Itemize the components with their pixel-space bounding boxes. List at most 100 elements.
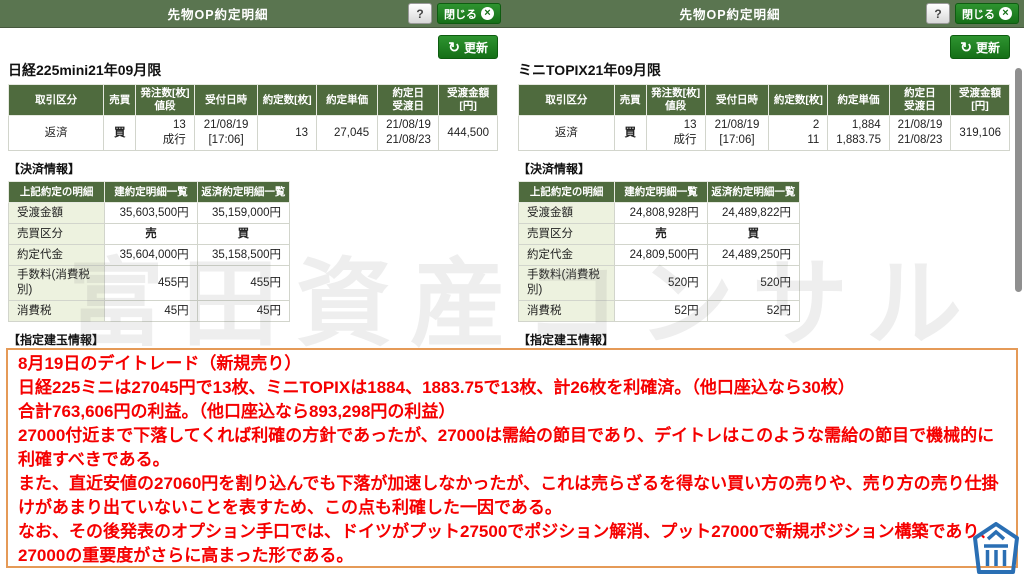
col-header: 上記約定の明細 <box>7 181 106 204</box>
settlement-row: 消費税 45円 45円 <box>7 300 291 323</box>
col-header: 受渡金額[円] <box>950 83 1010 117</box>
settlement-row: 受渡金額 35,603,500円 35,159,000円 <box>7 202 291 225</box>
cell-value: 24,489,822円 <box>706 202 801 225</box>
window-title: 先物OP約定明細 <box>167 8 269 22</box>
col-header: 受付日時 <box>704 83 770 117</box>
close-button-label: 閉じる <box>962 8 995 21</box>
cell-value: 45円 <box>196 300 291 323</box>
settlement-row: 受渡金額 24,808,928円 24,489,822円 <box>517 202 801 225</box>
row-label: 売買区分 <box>7 223 106 246</box>
cell-order-qty: 13 成行 <box>645 115 706 152</box>
cell-sell: 売 <box>104 223 198 246</box>
cell-value: 45円 <box>104 300 198 323</box>
col-header: 約定日 受渡日 <box>888 83 952 117</box>
col-header: 売買 <box>103 83 137 117</box>
cell-value: 24,808,928円 <box>614 202 708 225</box>
close-button-label: 閉じる <box>444 8 477 21</box>
help-button[interactable]: ? <box>926 3 950 24</box>
refresh-button-label: 更新 <box>975 40 1000 55</box>
position-section-label: 【指定建玉情報】 <box>8 333 105 348</box>
row-label: 受渡金額 <box>517 202 616 225</box>
cell-value: 520円 <box>614 265 708 302</box>
col-header: 発注数[枚] 値段 <box>135 83 195 117</box>
settlement-table: 上記約定の明細 建約定明細一覧 返済約定明細一覧 受渡金額 24,808,928… <box>517 181 801 323</box>
settlement-row: 約定代金 24,809,500円 24,489,250円 <box>517 244 801 267</box>
cell-trade-type: 返済 <box>7 115 105 152</box>
close-button[interactable]: 閉じる × <box>437 3 501 24</box>
col-header: 売買 <box>613 83 647 117</box>
row-label: 約定代金 <box>7 244 106 267</box>
trade-note: 8月19日のデイトレード（新規売り） 日経225ミニは27045円で13枚、ミニ… <box>6 348 1018 568</box>
settlement-row: 消費税 52円 52円 <box>517 300 801 323</box>
refresh-icon: ↻ <box>448 38 460 55</box>
window-title: 先物OP約定明細 <box>679 8 781 22</box>
col-header: 発注数[枚] 値段 <box>645 83 706 117</box>
position-section-label: 【指定建玉情報】 <box>518 333 615 348</box>
note-line: 日経225ミニは27045円で13枚、ミニTOPIXは1884、1883.75で… <box>18 378 855 397</box>
col-header: 建約定明細一覧 <box>104 181 198 204</box>
settlement-section-label: 【決済情報】 <box>8 162 81 177</box>
cell-value: 455円 <box>196 265 291 302</box>
cell-exec-date: 21/08/19 21/08/23 <box>888 115 952 152</box>
order-table-header: 取引区分 売買 発注数[枚] 値段 受付日時 約定数[枚] 約定単価 約定日 受… <box>7 83 498 117</box>
row-label: 受渡金額 <box>7 202 106 225</box>
refresh-button[interactable]: ↻ 更新 <box>950 35 1010 59</box>
refresh-button[interactable]: ↻ 更新 <box>438 35 498 59</box>
col-header: 約定日 受渡日 <box>377 83 440 117</box>
cell-buy: 買 <box>196 223 291 246</box>
col-header: 上記約定の明細 <box>517 181 616 204</box>
col-header: 受渡金額[円] <box>438 83 498 117</box>
settlement-row: 手数料(消費税別) 520円 520円 <box>517 265 801 302</box>
cell-value: 24,489,250円 <box>706 244 801 267</box>
col-header: 建約定明細一覧 <box>614 181 708 204</box>
settlement-row: 売買区分 売 買 <box>7 223 291 246</box>
row-label: 売買区分 <box>517 223 616 246</box>
row-label: 消費税 <box>517 300 616 323</box>
window-titlebar: 先物OP約定明細 ? 閉じる × <box>0 0 506 28</box>
cell-exec-date: 21/08/19 21/08/23 <box>377 115 440 152</box>
scrollbar-thumb[interactable] <box>1015 68 1022 292</box>
col-header: 取引区分 <box>518 83 615 117</box>
order-table-row: 返済 買 13 成行 21/08/19 [17:06] 2 11 1,884 1… <box>518 115 1010 152</box>
cell-exec-price: 1,884 1,883.75 <box>827 115 890 152</box>
close-x-icon: × <box>999 7 1012 20</box>
row-label: 約定代金 <box>517 244 616 267</box>
col-header: 約定単価 <box>827 83 890 117</box>
order-table: 取引区分 売買 発注数[枚] 値段 受付日時 約定数[枚] 約定単価 約定日 受… <box>518 83 1010 152</box>
row-label: 消費税 <box>7 300 106 323</box>
cell-value: 52円 <box>706 300 801 323</box>
brand-logo-icon <box>973 522 1019 574</box>
note-line: 合計763,606円の利益。（他口座込なら893,298円の利益） <box>18 402 456 421</box>
cell-value: 35,159,000円 <box>196 202 291 225</box>
close-x-icon: × <box>481 7 494 20</box>
close-button[interactable]: 閉じる × <box>955 3 1019 24</box>
settlement-table-header: 上記約定の明細 建約定明細一覧 返済約定明細一覧 <box>7 181 291 204</box>
settlement-table-header: 上記約定の明細 建約定明細一覧 返済約定明細一覧 <box>517 181 801 204</box>
cell-buy-sell: 買 <box>103 115 137 152</box>
cell-value: 35,158,500円 <box>196 244 291 267</box>
col-header: 取引区分 <box>7 83 105 117</box>
contract-title: 日経225mini21年09月限 <box>8 62 162 78</box>
cell-accept-time: 21/08/19 [17:06] <box>193 115 259 152</box>
cell-value: 35,603,500円 <box>104 202 198 225</box>
settlement-row: 約定代金 35,604,000円 35,158,500円 <box>7 244 291 267</box>
settlement-row: 手数料(消費税別) 455円 455円 <box>7 265 291 302</box>
help-button[interactable]: ? <box>408 3 432 24</box>
cell-value: 52円 <box>614 300 708 323</box>
cell-exec-qty: 2 11 <box>768 115 829 152</box>
col-header: 返済約定明細一覧 <box>196 181 291 204</box>
cell-order-qty: 13 成行 <box>135 115 195 152</box>
window-titlebar: 先物OP約定明細 ? 閉じる × <box>506 0 1024 28</box>
refresh-icon: ↻ <box>960 38 972 55</box>
col-header: 約定数[枚] <box>257 83 318 117</box>
cell-value: 35,604,000円 <box>104 244 198 267</box>
cell-settle-amount: 319,106 <box>950 115 1010 152</box>
col-header: 約定数[枚] <box>768 83 829 117</box>
cell-trade-type: 返済 <box>518 115 615 152</box>
note-line: なお、その後発表のオプション手口では、ドイツがプット27500でポジション解消、… <box>18 522 996 565</box>
row-label: 手数料(消費税別) <box>517 265 616 302</box>
note-line: 27000付近まで下落してくれば利確の方針であったが、27000は需給の節目であ… <box>18 426 995 469</box>
contract-title: ミニTOPIX21年09月限 <box>518 62 661 78</box>
settlement-row: 売買区分 売 買 <box>517 223 801 246</box>
